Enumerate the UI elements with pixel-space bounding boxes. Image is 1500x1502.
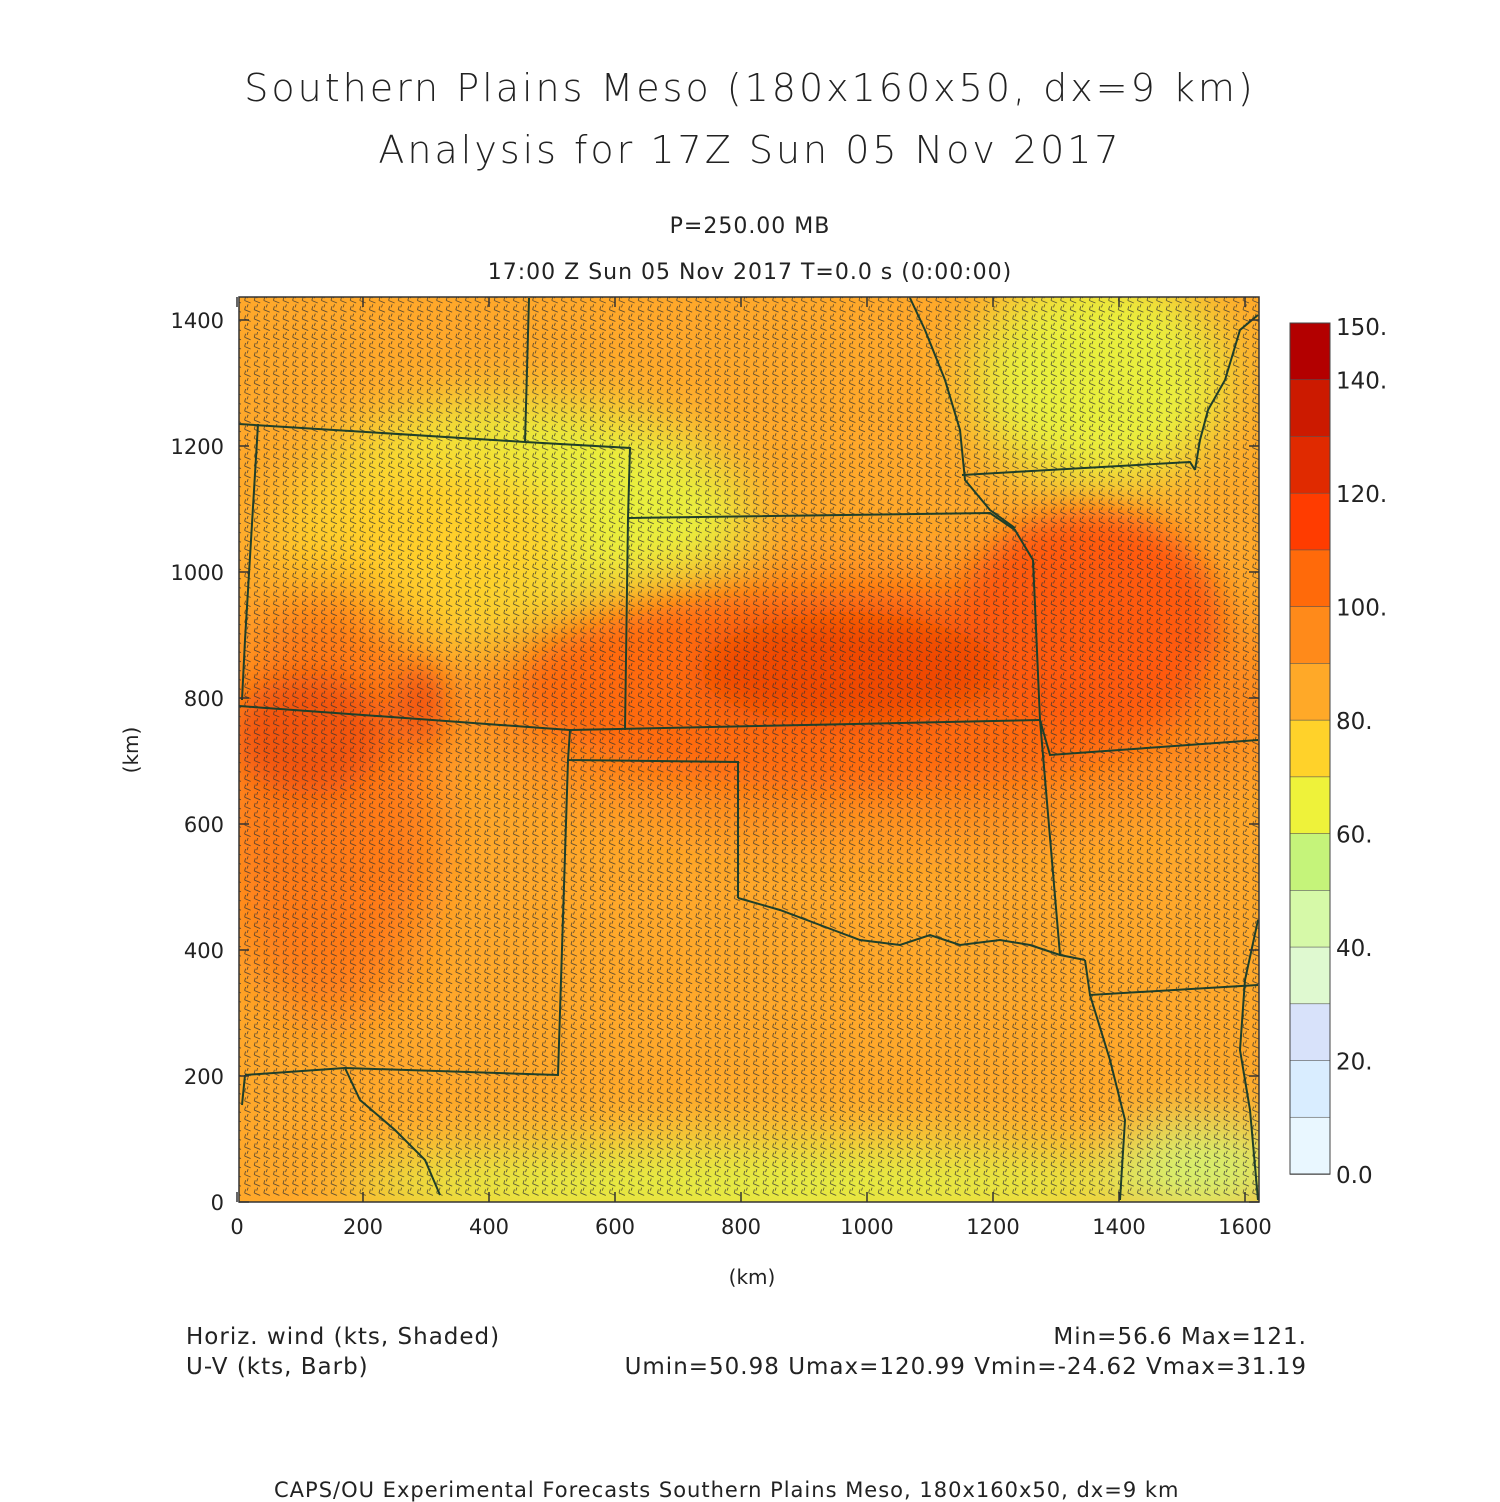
wind-speed-shading	[239, 297, 1259, 1202]
colorbar-swatch	[1289, 946, 1331, 1005]
x-tick-label: 400	[469, 1215, 509, 1239]
border-ne-ks	[627, 511, 1034, 561]
border-ok-panhandle	[566, 729, 739, 898]
jet-core-west	[239, 675, 385, 795]
colorbar-label: 80.	[1336, 709, 1373, 735]
title-line-1: Southern Plains Meso (180x160x50, dx=9 k…	[244, 66, 1256, 110]
border-ms-river	[1238, 919, 1259, 1201]
colorbar-swatch	[1289, 833, 1331, 892]
jet-core-west-2	[395, 665, 445, 745]
border-ks-mo	[1032, 559, 1041, 721]
y-tick-label: 600	[184, 813, 224, 837]
footer-credit: CAPS/OU Experimental Forecasts Southern …	[274, 1478, 1180, 1502]
colorbar-swatch	[1289, 549, 1331, 608]
x-tick-label: 1000	[840, 1215, 893, 1239]
border-co-wy	[239, 423, 526, 443]
colorbar-label: 120.	[1336, 482, 1387, 508]
x-tick-label: 600	[595, 1215, 635, 1239]
colorbar-swatch	[1289, 890, 1331, 948]
low-speed-region-northeast	[970, 297, 1230, 490]
border-ok-tx-river	[737, 897, 1086, 961]
colorbar-swatch	[1289, 322, 1331, 381]
colorbar-swatch	[1289, 1003, 1331, 1062]
colorbar-label: 150.	[1336, 315, 1387, 341]
colorbar-label: 40.	[1336, 936, 1373, 962]
x-tick-label: 1200	[966, 1215, 1019, 1239]
border-mo-ar	[1039, 719, 1259, 757]
colorbar-frame	[1289, 322, 1331, 1175]
low-speed-region-south	[340, 1140, 1180, 1202]
colorbar-label: 60.	[1336, 823, 1373, 849]
state-boundaries	[239, 297, 1259, 1201]
colorbar-label: 0.0	[1336, 1163, 1373, 1189]
colorbar: 150. 140. 120. 100. 80. 60. 40. 20. 0.0	[1289, 315, 1387, 1189]
colorbar-swatch	[1289, 1116, 1331, 1175]
y-tick-label: 1000	[171, 561, 224, 585]
y-tick-label: 1200	[171, 435, 224, 459]
border-tx-mexico	[241, 1074, 246, 1106]
colorbar-swatch	[1289, 492, 1331, 551]
colorbar-swatch	[1289, 436, 1331, 495]
y-tick-label: 0	[211, 1191, 224, 1215]
legend-uv-stats: Umin=50.98 Umax=120.99 Vmin=-24.62 Vmax=…	[624, 1354, 1307, 1380]
legend-shaded-field: Horiz. wind (kts, Shaded)	[186, 1324, 501, 1350]
colorbar-swatch	[1289, 606, 1331, 665]
colorbar-swatch	[1289, 1060, 1331, 1119]
colorbar-label: 100.	[1336, 596, 1387, 622]
border-tx-la	[1089, 994, 1127, 1201]
y-tick-label: 200	[184, 1065, 224, 1089]
x-tick-label: 0	[230, 1215, 243, 1239]
legend-minmax: Min=56.6 Max=121.	[1053, 1324, 1307, 1350]
title-line-2: Analysis for 17Z Sun 05 Nov 2017	[378, 128, 1122, 172]
border-co-ks	[624, 517, 629, 731]
y-axis-ticks: 0 200 400 600 800 1000 1200 1400	[171, 309, 1259, 1215]
time-label: 17:00 Z Sun 05 Nov 2017 T=0.0 s (0:00:00…	[487, 260, 1013, 285]
border-wy-ne	[524, 297, 530, 443]
jet-region-west	[239, 580, 440, 1020]
border-ut-co	[241, 423, 259, 701]
x-tick-label: 1400	[1092, 1215, 1145, 1239]
y-tick-label: 400	[184, 939, 224, 963]
border-ok-ar	[1039, 719, 1061, 956]
plot-frame	[238, 296, 1260, 1203]
colorbar-label: 20.	[1336, 1050, 1373, 1076]
border-ne-co	[524, 441, 632, 519]
y-tick-label: 1400	[171, 309, 224, 333]
colorbar-label: 140.	[1336, 369, 1387, 395]
border-ks-ok	[569, 719, 1041, 731]
colorbar-swatch	[1289, 776, 1331, 835]
border-co-nm	[239, 705, 571, 731]
border-ia-il-river	[1194, 314, 1259, 471]
x-tick-label: 1600	[1218, 1215, 1271, 1239]
colorbar-swatch	[1289, 719, 1331, 778]
colorbar-swatch	[1289, 379, 1331, 438]
low-speed-region-southeast	[1110, 1120, 1259, 1202]
colorbar-swatch	[1289, 663, 1331, 721]
y-axis-label: (km)	[119, 727, 143, 774]
border-ne-ia-river	[909, 297, 1016, 529]
barb-field	[239, 297, 1259, 1196]
legend-barb-field: U-V (kts, Barb)	[186, 1354, 369, 1380]
x-axis-ticks: 0 200 400 600 800 1000 1200 1400 1600	[230, 297, 1272, 1239]
border-nm-tx	[244, 759, 569, 1077]
x-tick-label: 200	[343, 1215, 383, 1239]
wind-barbs	[239, 297, 1259, 1196]
x-axis-label: (km)	[729, 1265, 776, 1289]
border-ia-mo	[961, 460, 1196, 476]
y-tick-label: 800	[184, 687, 224, 711]
border-rio-grande	[344, 1067, 441, 1196]
x-tick-label: 800	[721, 1215, 761, 1239]
pressure-label: P=250.00 MB	[669, 214, 831, 239]
